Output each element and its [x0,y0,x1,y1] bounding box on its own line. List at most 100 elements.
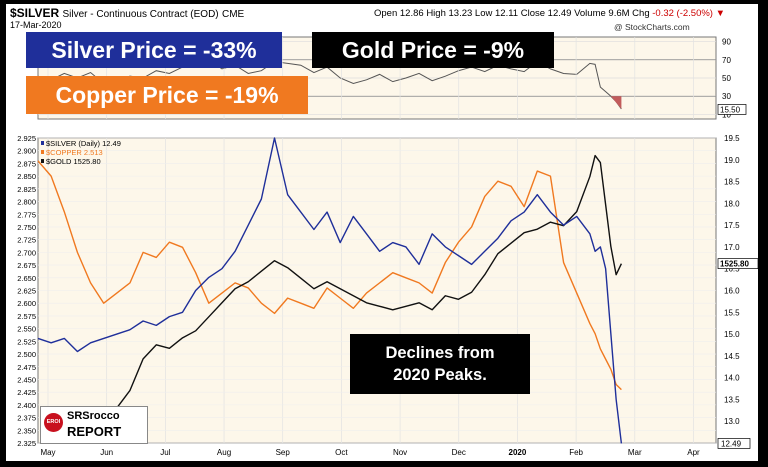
x-tick-label: Jun [100,448,113,457]
rsi-tick-label: 70 [722,56,731,65]
eroi-badge-icon: EROI [44,413,63,432]
chart-symbol-line: $SILVER Silver - Continuous Contract (EO… [10,6,244,20]
silver-line [37,137,623,444]
right-axis-tick-label: 15.0 [724,330,740,339]
left-axis-tick-label: 2.800 [17,198,36,207]
volume-value: 9.6M [608,8,630,19]
x-tick-label: 2020 [509,448,527,457]
left-axis-tick-label: 2.925 [17,134,36,143]
left-axis-tick-label: 2.875 [17,159,36,168]
left-axis-tick-label: 2.825 [17,185,36,194]
right-axis-tick-label: 17.5 [724,221,740,230]
left-axis-tick-label: 2.725 [17,236,36,245]
silver-banner: Silver Price = -33% [26,32,282,68]
left-axis-tick-label: 2.425 [17,388,36,397]
x-tick-label: May [40,448,55,457]
right-axis-tick-label: 19.0 [724,156,740,165]
symbol: $SILVER [10,6,60,20]
copper-line [37,160,622,391]
right-axis-tick-label: 17.0 [724,243,740,252]
left-axis-tick-label: 2.475 [17,363,36,372]
x-tick-label: Feb [569,448,583,457]
right-axis-tick-label: 16.5 [724,265,740,274]
watermark: @ StockCharts.com [614,22,690,32]
x-tick-label: Apr [687,448,700,457]
silver-last-value-label: 12.49 [721,439,742,448]
gold-line [90,154,623,434]
x-tick-label: Aug [217,448,231,457]
right-axis-tick-label: 13.5 [724,395,740,404]
left-axis-tick-label: 2.575 [17,312,36,321]
rsi-tick-label: 10 [722,110,731,119]
left-axis-tick-label: 2.625 [17,287,36,296]
right-axis-tick-label: 14.5 [724,352,740,361]
chg-label: Chg [632,8,650,19]
exchange: CME [221,9,245,20]
gold-last-value-box [717,258,759,269]
rsi-oversold-fill [610,96,622,109]
logo-line-2: REPORT [67,424,122,439]
copper-legend: $COPPER 2.513 [46,148,103,157]
rsi-tick-label: 90 [722,38,731,47]
left-axis-tick-label: 2.500 [17,350,36,359]
right-axis-tick-label: 18.0 [724,199,740,208]
high-value: 13.23 [448,8,473,19]
right-axis-tick-label: 16.0 [724,287,740,296]
left-axis-tick-label: 2.650 [17,274,36,283]
down-arrow-icon: ▼ [715,8,726,19]
x-tick-label: Mar [628,448,642,457]
open-label: Open [374,8,398,19]
left-axis-tick-label: 2.450 [17,375,36,384]
low-value: 12.11 [495,8,519,19]
rsi-tick-label: 30 [722,92,731,101]
symbol-description: Silver - Continuous Contract (EOD) [62,9,219,20]
silver-legend-swatch [41,141,44,145]
left-axis-tick-label: 2.400 [17,401,36,410]
x-tick-label: Sep [276,448,291,457]
declines-line-1: Declines from [385,344,495,362]
right-axis-tick-label: 18.5 [724,178,740,187]
quote-line: Open 12.86 High 13.23 Low 12.11 Close 12… [374,8,725,19]
x-tick-label: Jul [160,448,170,457]
gold-last-value-label: 1525.80 [720,260,749,269]
left-axis-tick-label: 2.350 [17,426,36,435]
copper-legend-swatch [41,150,44,154]
low-label: Low [474,8,493,19]
left-axis-tick-label: 2.675 [17,261,36,270]
close-label: Close [520,8,546,19]
silver-legend: $SILVER (Daily) 12.49 [46,139,121,148]
gold-legend-swatch [41,159,44,163]
logo-line-1: SRSrocco [67,410,120,422]
right-axis-tick-label: 14.0 [724,374,740,383]
open-value: 12.86 [399,8,424,19]
gold-banner: Gold Price = -9% [312,32,554,68]
rsi-last-value-box [717,104,747,115]
left-axis-tick-label: 2.325 [17,439,36,448]
left-axis-tick-label: 2.700 [17,248,36,257]
right-axis-tick-label: 13.0 [724,417,740,426]
chg-value: -0.32 (-2.50%) [652,8,713,19]
rsi-last-value-label: 15.50 [720,105,741,114]
left-axis-tick-label: 2.550 [17,325,36,334]
x-tick-label: Dec [452,448,466,457]
left-axis-tick-label: 2.850 [17,172,36,181]
declines-banner: Declines from 2020 Peaks. [350,334,530,394]
rsi-tick-label: 50 [722,74,731,83]
left-axis-tick-label: 2.750 [17,223,36,232]
left-axis-tick-label: 2.600 [17,299,36,308]
left-axis-tick-label: 2.375 [17,414,36,423]
x-tick-label: Oct [335,448,348,457]
right-axis-tick-label: 19.5 [724,134,740,143]
close-value: 12.49 [547,8,572,19]
declines-line-2: 2020 Peaks. [393,366,487,384]
left-axis-tick-label: 2.900 [17,147,36,156]
right-axis-tick-label: 15.5 [724,308,740,317]
gold-legend: $GOLD 1525.80 [46,157,101,166]
left-axis-tick-label: 2.775 [17,210,36,219]
chart-date: 17-Mar-2020 [10,20,62,30]
silver-last-value-box [717,438,751,449]
x-tick-label: Nov [393,448,407,457]
high-label: High [426,8,446,19]
left-axis-tick-label: 2.525 [17,337,36,346]
